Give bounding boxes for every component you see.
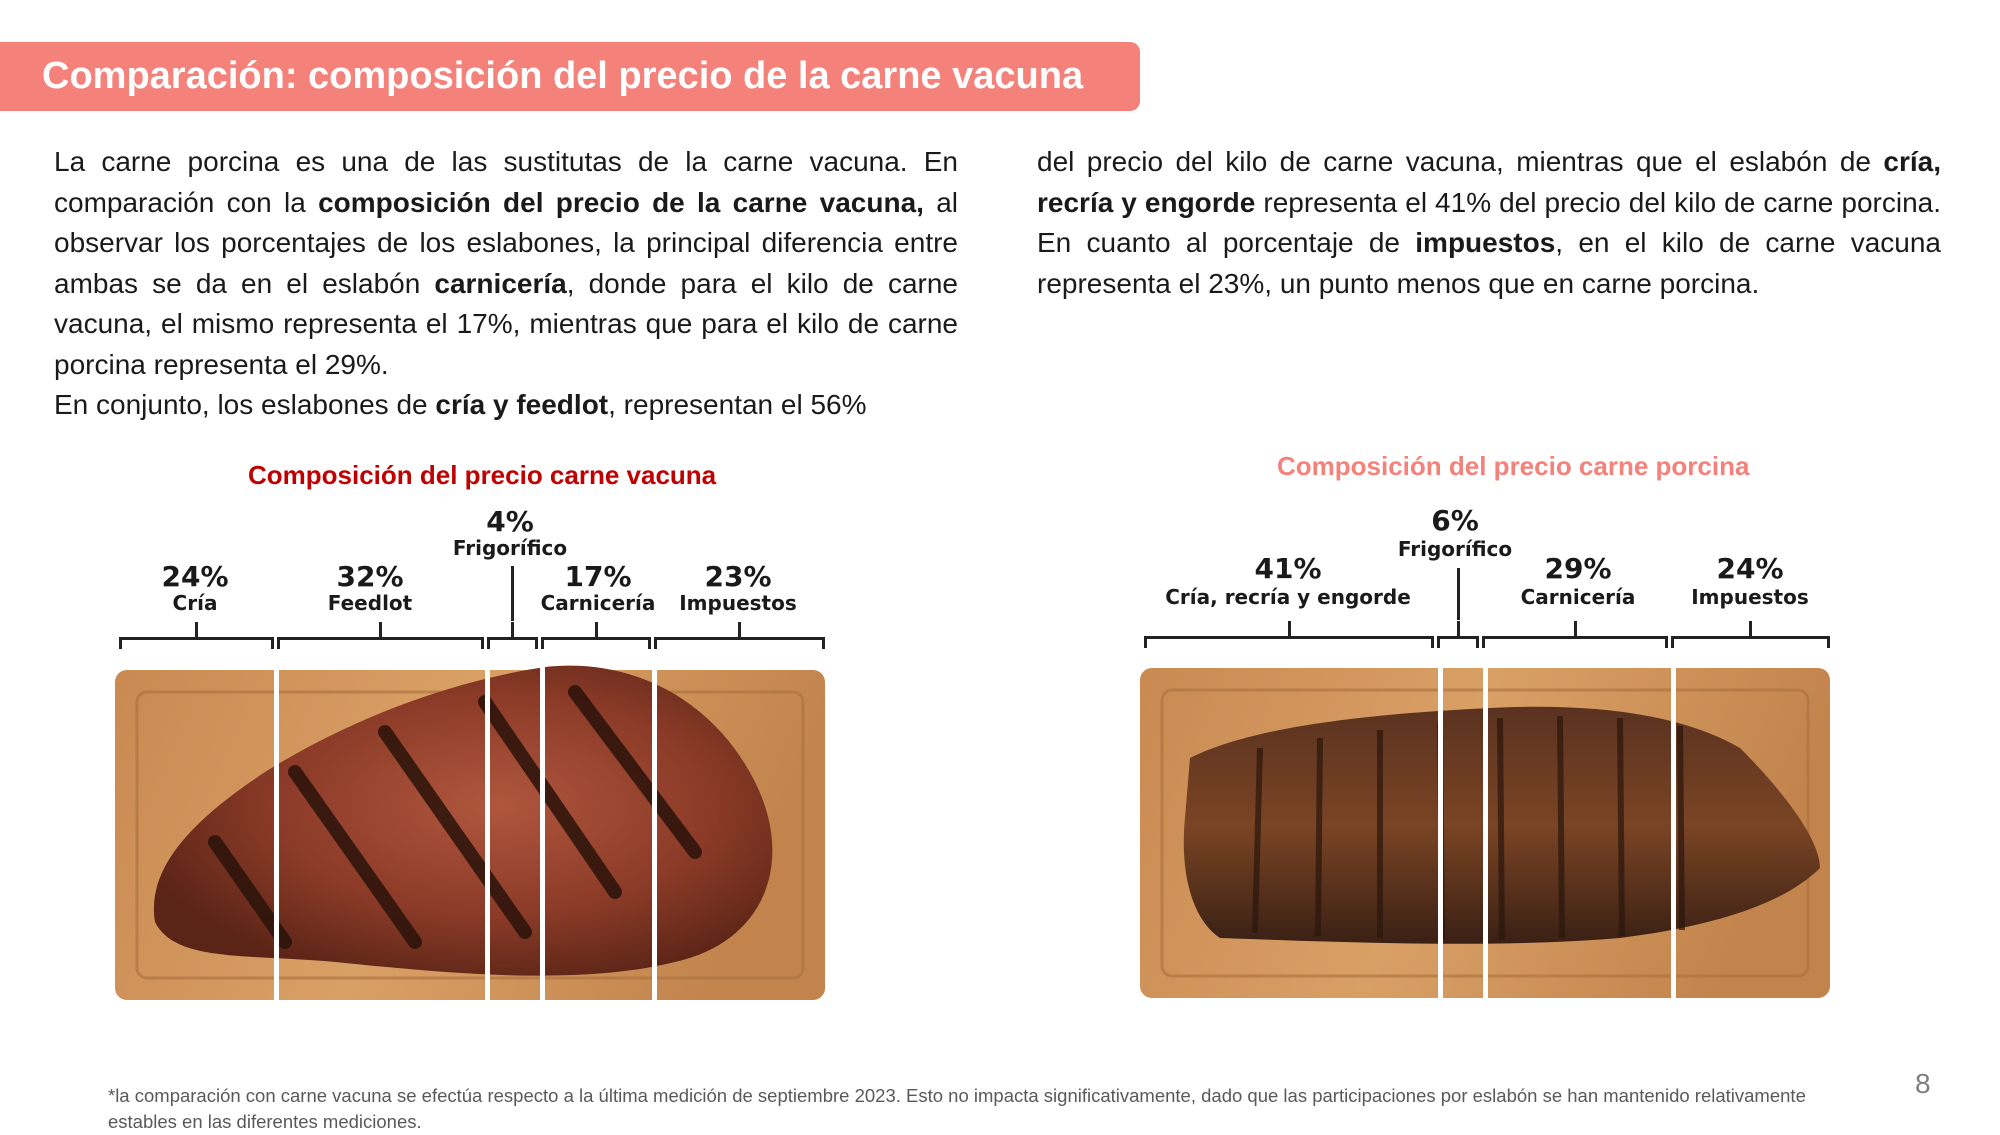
- pork-segment-frigorifico: 6% Frigorífico: [1385, 504, 1525, 562]
- beef-label-frigorifico: Frigorífico: [452, 536, 568, 560]
- beef-label-carniceria: Carnicería: [540, 591, 656, 615]
- beef-frigorifico-pointer: [511, 566, 514, 621]
- text-run: , en el kilo de carne vacuna representa …: [1037, 227, 1941, 299]
- page-number: 8: [1915, 1068, 1931, 1099]
- text-run: En conjunto, los eslabones de: [54, 389, 436, 420]
- text-run: composición del precio de la carne vacun…: [318, 186, 924, 218]
- body-text-right: del precio del kilo de carne vacuna, mie…: [1037, 142, 1941, 304]
- pork-segment-carniceria: 29% Carnicería: [1503, 552, 1653, 610]
- beef-label-impuestos: Impuestos: [679, 591, 797, 615]
- beef-bracket-frigorifico: [487, 622, 538, 649]
- text-run: impuestos: [1415, 227, 1556, 258]
- pork-pct-frigorifico: 6%: [1431, 504, 1479, 537]
- pork-ribs-image: [1140, 668, 1830, 1008]
- text-run: cría, recría y engorde: [1037, 146, 1941, 218]
- pork-segment-impuestos: 24% Impuestos: [1680, 552, 1820, 610]
- text-run: carnicería: [434, 267, 567, 299]
- beef-steak-image: [115, 662, 825, 1010]
- pork-bracket-impuestos: [1671, 621, 1830, 648]
- footnote: *la comparación con carne vacuna se efec…: [108, 1085, 1806, 1132]
- beef-segment-carniceria: 17% Carnicería: [530, 560, 666, 615]
- pork-label-carniceria: Carnicería: [1520, 585, 1636, 609]
- pork-chart-title: Composición del precio carne porcina: [1277, 451, 1750, 481]
- text-run: , donde para el kilo de carne vacuna, el…: [54, 267, 958, 380]
- beef-segment-frigorifico: 4% Frigorífico: [440, 505, 580, 560]
- pork-label-frigorifico: Frigorífico: [1397, 537, 1513, 561]
- beef-pct-carniceria: 17%: [564, 560, 632, 593]
- beef-pct-impuestos: 23%: [704, 560, 772, 593]
- beef-pct-cria: 24%: [161, 560, 229, 593]
- text-run: del precio del kilo de carne vacuna, mie…: [1037, 146, 1884, 177]
- beef-bracket-cria: [119, 622, 274, 649]
- text-run: , representan el 56%: [608, 389, 867, 420]
- body-text-left: La carne porcina es una de las sustituta…: [54, 142, 958, 426]
- text-run: La carne porcina es una de las sustituta…: [54, 146, 958, 218]
- pork-frigorifico-pointer: [1457, 568, 1460, 620]
- pork-bracket-cria: [1144, 621, 1434, 648]
- page-title: Comparación: composición del precio de l…: [42, 55, 1084, 97]
- beef-pct-frigorifico: 4%: [486, 505, 534, 538]
- pork-label-impuestos: Impuestos: [1691, 585, 1809, 609]
- beef-bracket-carniceria: [541, 622, 651, 649]
- text-run: representa el 41% del precio del kilo de…: [1037, 186, 1942, 259]
- text-run: cría y feedlot: [435, 389, 609, 420]
- beef-bracket-impuestos: [654, 622, 825, 649]
- pork-pct-carniceria: 29%: [1544, 552, 1612, 585]
- beef-label-feedlot: Feedlot: [327, 591, 413, 615]
- pork-label-cria: Cría, recría y engorde: [1165, 585, 1411, 609]
- beef-segment-feedlot: 32% Feedlot: [320, 560, 420, 615]
- beef-bracket-feedlot: [277, 622, 484, 649]
- title-banner: Comparación: composición del precio de l…: [0, 42, 1140, 111]
- pork-pct-impuestos: 24%: [1716, 552, 1784, 585]
- beef-segment-impuestos: 23% Impuestos: [670, 560, 806, 615]
- pork-bracket-frigorifico: [1437, 621, 1479, 648]
- pork-bracket-carniceria: [1482, 621, 1668, 648]
- beef-segment-cria: 24% Cría: [155, 560, 235, 615]
- beef-pct-feedlot: 32%: [336, 560, 404, 593]
- text-run: al observar los porcentajes de los eslab…: [54, 186, 959, 299]
- pork-segment-cria: 41% Cría, recría y engorde: [1150, 552, 1426, 610]
- beef-chart-title: Composición del precio carne vacuna: [248, 460, 717, 490]
- paragraph-right: del precio del kilo de carne vacuna, mie…: [1037, 142, 1941, 304]
- paragraph-left: La carne porcina es una de las sustituta…: [54, 142, 958, 426]
- beef-label-cria: Cría: [172, 591, 218, 615]
- pork-pct-cria: 41%: [1254, 552, 1322, 585]
